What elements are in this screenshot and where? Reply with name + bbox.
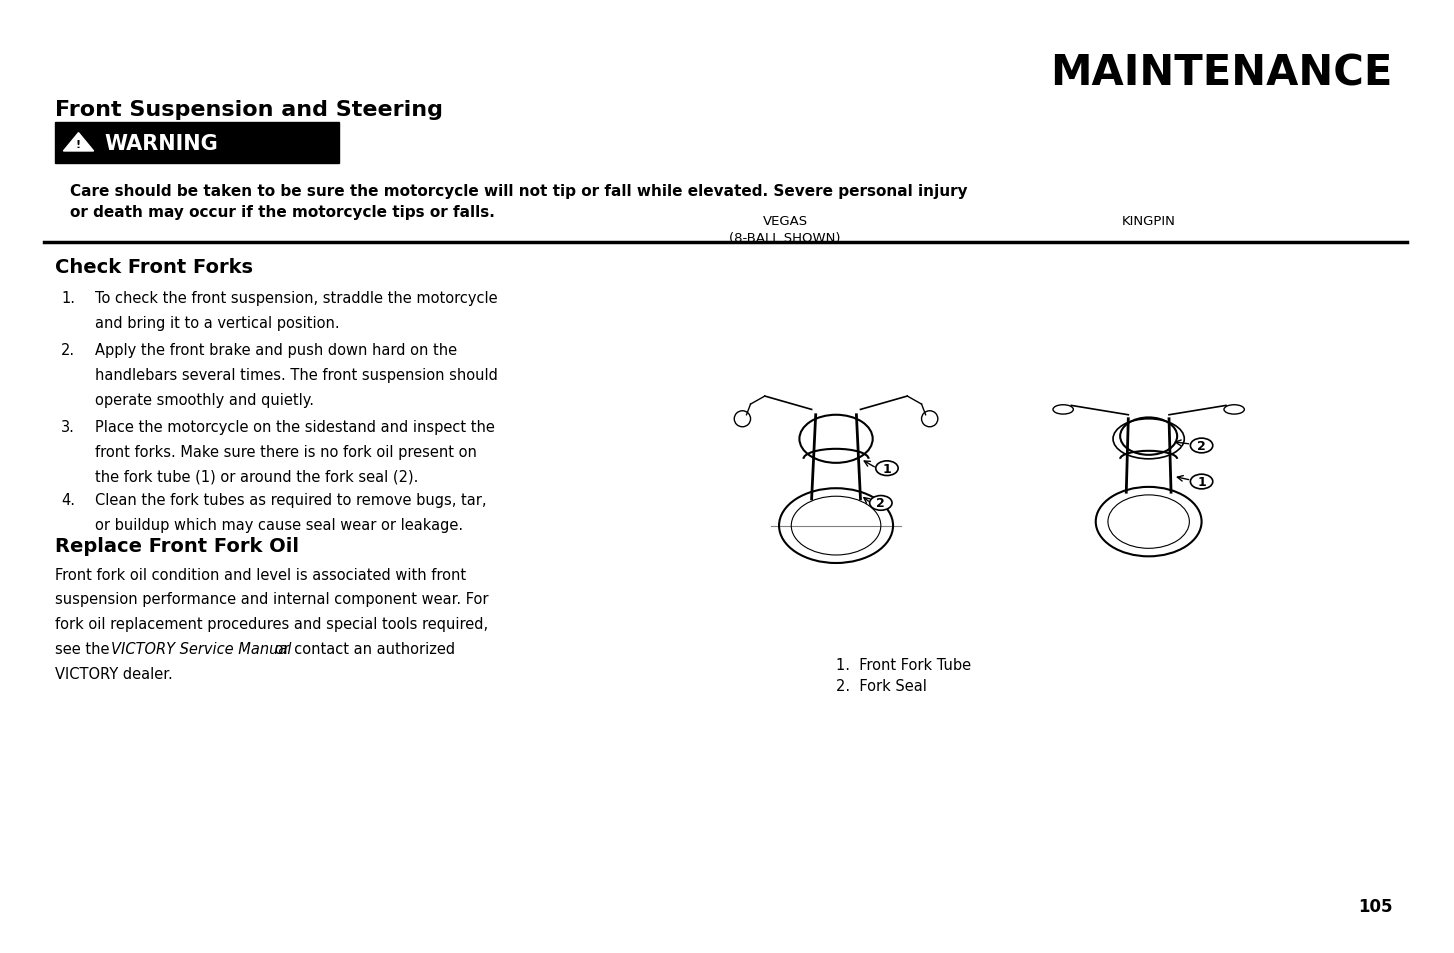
Text: Care should be taken to be sure the motorcycle will not tip or fall while elevat: Care should be taken to be sure the moto… [70, 184, 967, 199]
Text: Replace Front Fork Oil: Replace Front Fork Oil [55, 537, 300, 556]
Text: VICTORY Service Manual: VICTORY Service Manual [111, 641, 291, 657]
Text: 2.: 2. [61, 343, 76, 358]
Text: 105: 105 [1358, 897, 1393, 915]
Text: VICTORY dealer.: VICTORY dealer. [55, 666, 173, 681]
Circle shape [1191, 438, 1213, 454]
Text: and bring it to a vertical position.: and bring it to a vertical position. [95, 315, 339, 331]
Text: handlebars several times. The front suspension should: handlebars several times. The front susp… [95, 368, 497, 383]
Text: 2: 2 [1197, 439, 1205, 453]
Text: To check the front suspension, straddle the motorcycle: To check the front suspension, straddle … [95, 291, 497, 306]
Text: (8-BALL SHOWN): (8-BALL SHOWN) [730, 232, 840, 245]
Text: 1.: 1. [61, 291, 76, 306]
Circle shape [875, 461, 899, 476]
Text: or death may occur if the motorcycle tips or falls.: or death may occur if the motorcycle tip… [70, 205, 494, 220]
Text: see the: see the [55, 641, 115, 657]
Text: suspension performance and internal component wear. For: suspension performance and internal comp… [55, 592, 489, 607]
Text: Clean the fork tubes as required to remove bugs, tar,: Clean the fork tubes as required to remo… [95, 493, 486, 508]
Text: !: ! [76, 140, 81, 151]
Circle shape [1191, 475, 1213, 490]
Text: fork oil replacement procedures and special tools required,: fork oil replacement procedures and spec… [55, 617, 489, 632]
Text: MAINTENANCE: MAINTENANCE [1051, 52, 1393, 94]
Text: or contact an authorized: or contact an authorized [270, 641, 455, 657]
Text: Check Front Forks: Check Front Forks [55, 257, 253, 276]
Text: Apply the front brake and push down hard on the: Apply the front brake and push down hard… [95, 343, 457, 358]
Text: or buildup which may cause seal wear or leakage.: or buildup which may cause seal wear or … [95, 517, 462, 533]
Text: 1.  Front Fork Tube: 1. Front Fork Tube [836, 658, 971, 673]
FancyBboxPatch shape [55, 123, 339, 164]
Text: VEGAS: VEGAS [762, 214, 808, 228]
Text: Front fork oil condition and level is associated with front: Front fork oil condition and level is as… [55, 567, 467, 582]
Text: 1: 1 [883, 462, 891, 476]
Text: 4.: 4. [61, 493, 76, 508]
Text: WARNING: WARNING [105, 133, 218, 153]
Circle shape [869, 496, 893, 511]
Text: Front Suspension and Steering: Front Suspension and Steering [55, 100, 443, 120]
Text: 1: 1 [1197, 476, 1205, 489]
Text: KINGPIN: KINGPIN [1121, 214, 1176, 228]
Polygon shape [64, 133, 93, 152]
Text: operate smoothly and quietly.: operate smoothly and quietly. [95, 393, 314, 408]
Text: 2: 2 [877, 497, 885, 510]
Text: the fork tube (1) or around the fork seal (2).: the fork tube (1) or around the fork sea… [95, 469, 417, 484]
Text: 2.  Fork Seal: 2. Fork Seal [836, 679, 928, 694]
Text: 3.: 3. [61, 419, 76, 435]
Text: front forks. Make sure there is no fork oil present on: front forks. Make sure there is no fork … [95, 444, 477, 459]
Text: Place the motorcycle on the sidestand and inspect the: Place the motorcycle on the sidestand an… [95, 419, 494, 435]
